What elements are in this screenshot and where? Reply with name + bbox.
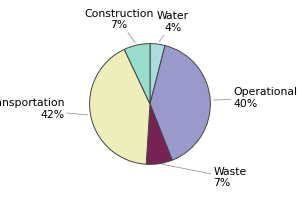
Wedge shape (90, 49, 150, 164)
Text: Water
4%: Water 4% (157, 11, 189, 42)
Text: Transportation
42%: Transportation 42% (0, 98, 88, 120)
Text: Operational
40%: Operational 40% (213, 87, 297, 109)
Wedge shape (150, 46, 210, 160)
Wedge shape (150, 44, 165, 104)
Wedge shape (124, 44, 150, 104)
Text: Waste
7%: Waste 7% (162, 164, 247, 188)
Text: Construction
7%: Construction 7% (84, 9, 153, 43)
Wedge shape (146, 104, 172, 164)
